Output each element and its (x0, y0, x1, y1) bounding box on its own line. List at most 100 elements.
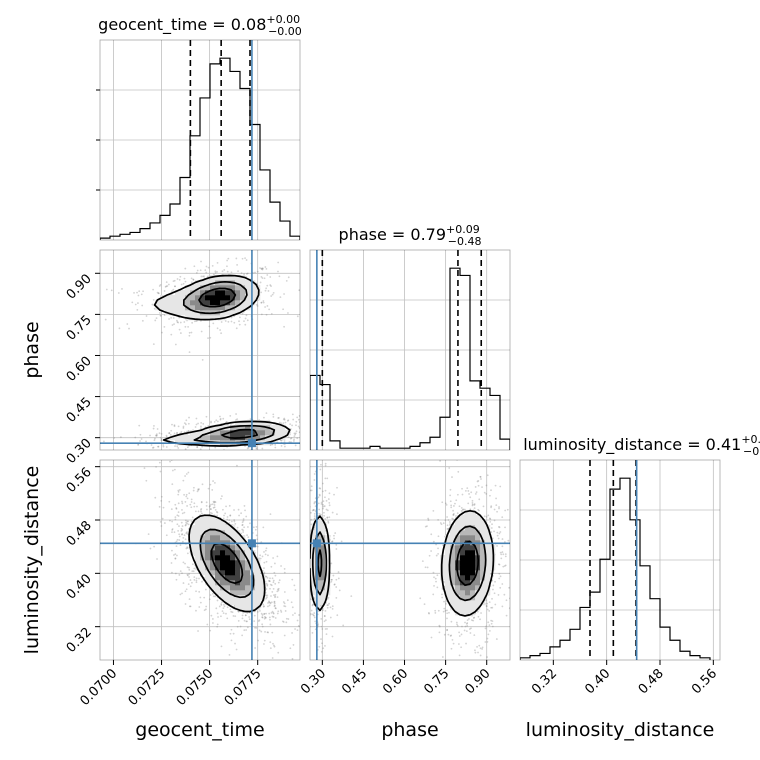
sample-point (198, 488, 200, 491)
sample-point (305, 578, 307, 580)
sample-point (325, 633, 328, 636)
sample-point (139, 440, 141, 442)
sample-point (204, 269, 207, 272)
sample-point (288, 681, 290, 683)
density-cell (275, 430, 281, 436)
density-cell (240, 555, 246, 561)
sample-point (477, 479, 480, 482)
sample-point (171, 528, 174, 530)
sample-point (191, 581, 193, 584)
axes-frame (309, 249, 511, 451)
sample-point (437, 535, 440, 538)
sample-point (427, 519, 430, 521)
sample-point (161, 331, 163, 334)
sample-point (439, 522, 442, 524)
density-cell (175, 295, 181, 301)
density-cell (220, 595, 226, 601)
sample-point (176, 278, 179, 280)
sample-point (479, 476, 482, 478)
sample-point (174, 572, 177, 575)
sample-point (186, 566, 189, 569)
density-cell (185, 290, 191, 296)
density-shading (190, 515, 266, 611)
density-cell (315, 525, 321, 531)
sample-point (507, 539, 510, 542)
sample-point (226, 270, 229, 273)
sample-point (292, 644, 295, 646)
sample-point (243, 273, 245, 276)
sample-point (276, 588, 279, 591)
sample-point (216, 623, 219, 626)
sample-point (206, 623, 209, 626)
sample-point (117, 292, 120, 294)
sample-point (243, 629, 246, 632)
density-cell (180, 310, 186, 316)
density-cell (230, 590, 236, 596)
axes-frame (309, 459, 511, 661)
sample-point (326, 477, 329, 480)
sample-point (175, 545, 178, 548)
sample-point (328, 502, 331, 504)
sample-point (304, 435, 306, 437)
sample-point (480, 612, 482, 614)
sample-point (199, 596, 202, 599)
density-cell (270, 435, 276, 441)
sample-point (174, 518, 177, 521)
density-cell (265, 430, 271, 436)
sample-point (179, 593, 182, 596)
sample-point (289, 647, 292, 650)
sample-point (334, 436, 336, 438)
sample-point (209, 505, 211, 507)
sample-point (296, 315, 299, 318)
density-cell (240, 585, 246, 591)
x-axis-label-luminosity_distance: luminosity_distance (526, 719, 715, 741)
sample-point (158, 505, 161, 508)
sample-point (294, 433, 297, 436)
sample-point (169, 519, 171, 522)
sample-point (200, 260, 202, 263)
sample-point (238, 320, 240, 323)
sample-point (254, 647, 257, 649)
density-cell (470, 560, 476, 566)
sample-point (255, 534, 258, 537)
sample-point (155, 465, 157, 468)
sample-point (501, 516, 504, 519)
sample-point (455, 499, 458, 502)
density-cell (455, 595, 461, 601)
sample-point (191, 563, 194, 566)
sample-point (216, 262, 219, 264)
sample-point (263, 612, 266, 615)
sample-point (167, 283, 170, 286)
sample-point (286, 420, 289, 422)
sample-point (177, 489, 180, 492)
sample-point (322, 505, 325, 508)
sample-point (303, 430, 305, 432)
sample-point (263, 561, 266, 564)
sample-point (490, 489, 492, 492)
sample-point (172, 288, 175, 291)
sample-point (261, 447, 264, 450)
density-cell (210, 425, 216, 431)
sample-point (445, 503, 448, 506)
sample-point (499, 586, 502, 589)
sample-point (302, 427, 304, 429)
density-cell (475, 570, 481, 576)
sample-point (261, 616, 264, 619)
density-cell (445, 545, 451, 551)
sample-point (320, 501, 323, 504)
sample-point (323, 511, 325, 514)
sample-point (449, 523, 451, 526)
sample-point (269, 583, 272, 586)
sample-point (225, 454, 227, 456)
density-cell (460, 575, 466, 581)
sample-point (208, 598, 211, 601)
sample-point (310, 511, 312, 514)
x-tick-label-geocent_time: 0.0700 (78, 666, 121, 709)
sample-point (243, 505, 246, 507)
sample-point (500, 553, 503, 556)
density-cell (190, 305, 196, 311)
sample-point (266, 577, 269, 579)
histogram-phase (310, 267, 510, 450)
density-cell (465, 535, 471, 541)
sample-point (177, 425, 180, 428)
